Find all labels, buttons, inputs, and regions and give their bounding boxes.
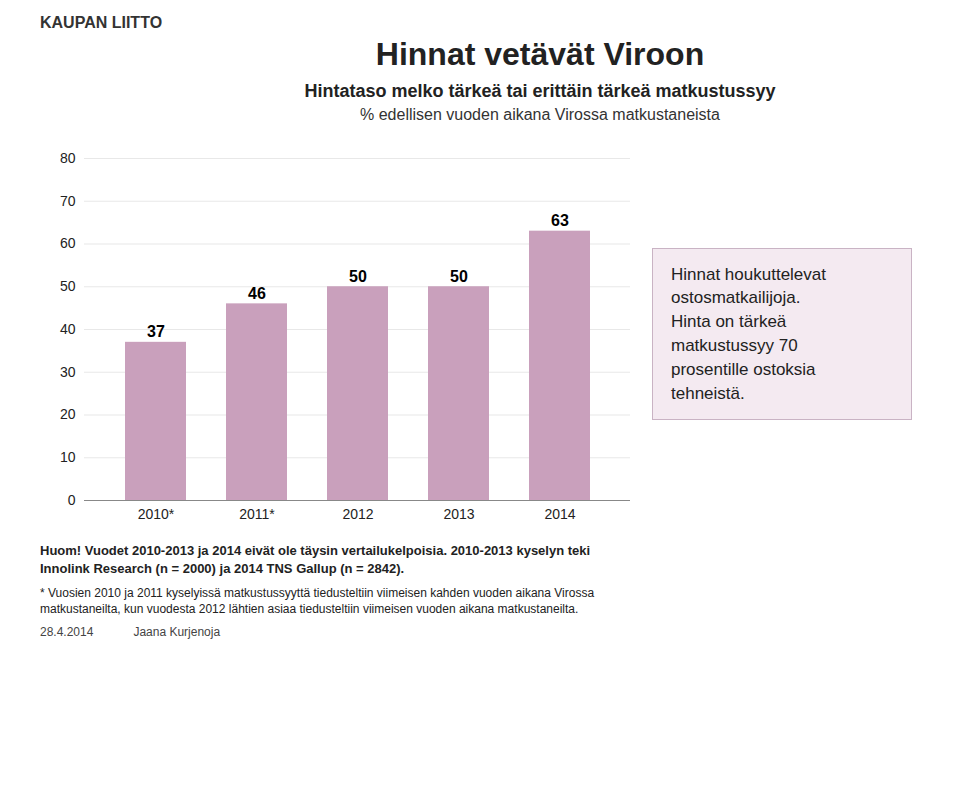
svg-text:2014: 2014 — [544, 506, 575, 522]
html-text:% edellisen vuoden aikana Viro: % edellisen vuoden aikana Virossa matkus… — [360, 106, 720, 123]
svg-text:60: 60 — [60, 235, 76, 251]
html-text:Jaana Kurjenoja: Jaana Kurjenoja — [133, 625, 221, 640]
html-text:Hinnat vetävät Viroon: Hinnat vetävät Viroon — [375, 36, 705, 72]
svg-text:30: 30 — [60, 364, 76, 380]
svg-text:2010*: 2010* — [138, 506, 175, 522]
svg-text:10: 10 — [60, 449, 76, 465]
svg-text:50: 50 — [450, 268, 468, 285]
html-text:Hintataso melko tärkeä tai eri: Hintataso melko tärkeä tai erittäin tärk… — [304, 81, 776, 101]
svg-text:50: 50 — [349, 268, 367, 285]
svg-text:70: 70 — [60, 193, 76, 209]
svg-text:37: 37 — [147, 323, 165, 340]
html-text:KAUPAN LIITTO: KAUPAN LIITTO — [40, 14, 163, 31]
html-text:Huom! Vuodet 2010-2013 ja 2014: Huom! Vuodet 2010-2013 ja 2014 eivät ole… — [40, 543, 591, 576]
html-text:* Vuosien 2010 ja 2011 kyselyi: * Vuosien 2010 ja 2011 kyselyissä matkus… — [40, 586, 595, 617]
svg-text:20: 20 — [60, 406, 76, 422]
svg-text:2012: 2012 — [342, 506, 373, 522]
html-text:28.4.2014: 28.4.2014 — [40, 625, 94, 640]
svg-text:2013: 2013 — [443, 506, 474, 522]
svg-text:63: 63 — [551, 212, 569, 229]
svg-text:0: 0 — [68, 492, 76, 508]
svg-text:80: 80 — [60, 150, 76, 166]
svg-text:50: 50 — [60, 278, 76, 294]
svg-text:46: 46 — [248, 285, 266, 302]
svg-text:40: 40 — [60, 321, 76, 337]
svg-text:2011*: 2011* — [239, 506, 275, 522]
html-text:Hinnat houkuttelevat ostosmatk: Hinnat houkuttelevat ostosmatkailijoja. … — [671, 264, 826, 403]
